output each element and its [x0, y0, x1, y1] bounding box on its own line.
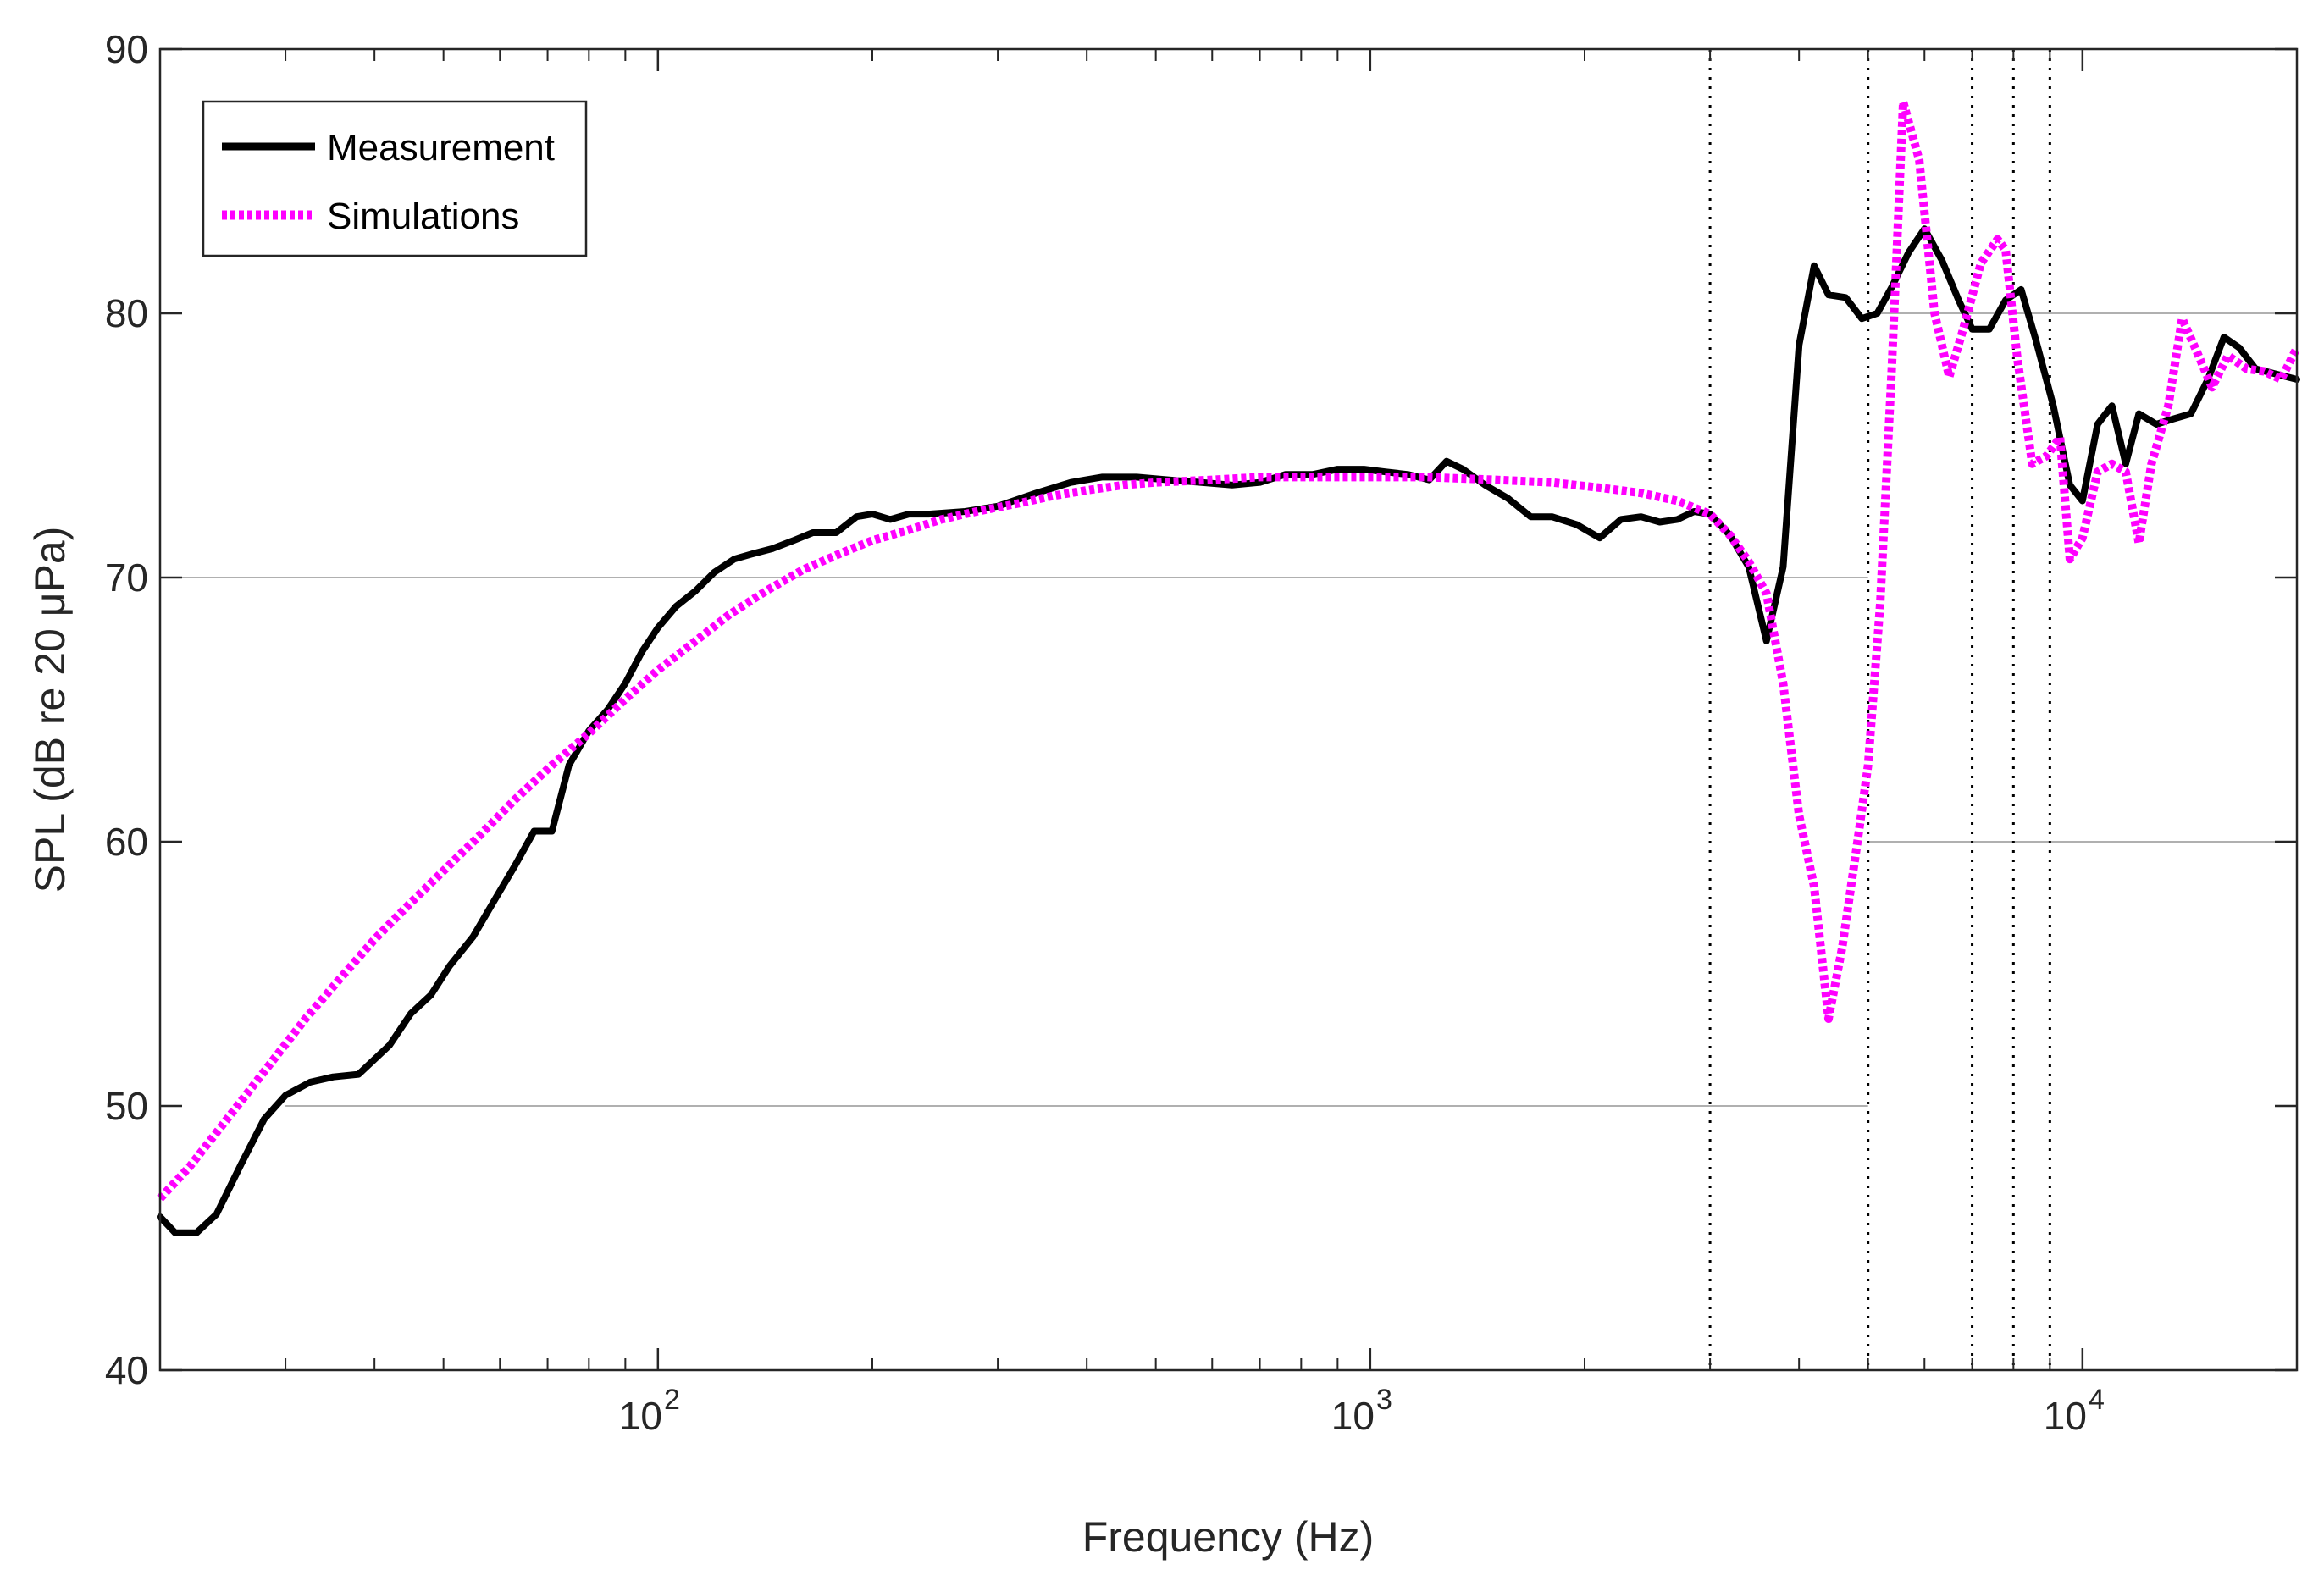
y-tick-label-90: 90: [105, 27, 148, 71]
legend-box: [202, 100, 588, 257]
legend-label-simulations: Simulations: [327, 196, 519, 237]
y-tick-label-60: 60: [105, 820, 148, 864]
plot-area: [160, 49, 2297, 1370]
vertical-markers: [1708, 49, 2051, 1370]
axis-ticks: [159, 47, 2298, 1372]
x-axis-label: Frequency (Hz): [1082, 1513, 1375, 1561]
y-tick-label-50: 50: [105, 1084, 148, 1128]
legend-label-measurement: Measurement: [327, 127, 555, 169]
y-tick-label-70: 70: [105, 556, 148, 600]
reference-lines: [160, 312, 2297, 1107]
series-layer: [157, 97, 2301, 1236]
y-tick-label-80: 80: [105, 291, 148, 335]
legend: Measurement Simulations: [202, 100, 588, 257]
plot-frame: [158, 47, 2299, 1372]
y-tick-label-40: 40: [105, 1348, 148, 1392]
y-axis-label: SPL (dB re 20 μPa): [26, 527, 74, 893]
series-line-measurement: [157, 225, 2300, 1236]
series-line-simulations: [157, 97, 2301, 1202]
